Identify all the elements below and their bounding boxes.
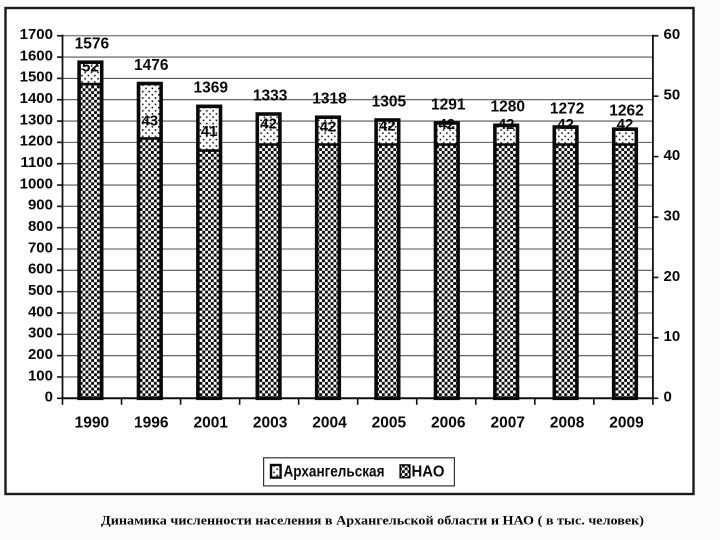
svg-text:1333: 1333 [253,87,288,104]
svg-text:41: 41 [201,123,218,140]
svg-text:1262: 1262 [609,103,643,120]
svg-text:500: 500 [28,282,53,299]
svg-text:1400: 1400 [20,90,53,107]
svg-text:1318: 1318 [312,91,347,108]
svg-text:2001: 2001 [193,415,228,432]
svg-text:200: 200 [28,346,53,363]
svg-text:0: 0 [664,389,672,406]
svg-text:700: 700 [28,239,53,256]
svg-text:Динамика численности населения: Динамика численности населения в Арханге… [101,512,644,527]
svg-text:42: 42 [379,118,396,135]
svg-text:42: 42 [320,118,337,135]
svg-text:400: 400 [28,303,53,320]
svg-text:2004: 2004 [312,415,347,432]
svg-text:2007: 2007 [490,415,524,432]
svg-text:300: 300 [28,325,53,342]
svg-text:1476: 1476 [134,57,169,74]
svg-text:1200: 1200 [20,133,53,150]
svg-text:1700: 1700 [20,26,53,43]
svg-text:60: 60 [664,26,681,43]
svg-text:900: 900 [28,197,53,214]
svg-text:1500: 1500 [20,69,53,86]
svg-text:30: 30 [664,207,681,224]
svg-text:1300: 1300 [20,111,53,128]
svg-text:42: 42 [260,115,277,132]
svg-text:1280: 1280 [490,99,524,116]
svg-text:1576: 1576 [75,36,110,53]
svg-text:43: 43 [141,112,158,129]
svg-text:2003: 2003 [253,415,288,432]
svg-text:600: 600 [28,261,53,278]
svg-text:1996: 1996 [134,415,169,432]
svg-text:1305: 1305 [372,93,407,110]
svg-text:1291: 1291 [431,96,466,113]
svg-text:НАО: НАО [412,463,445,480]
svg-text:1100: 1100 [20,154,53,171]
svg-text:10: 10 [664,328,681,345]
svg-text:800: 800 [28,218,53,235]
svg-text:20: 20 [664,268,681,285]
svg-text:0: 0 [45,389,53,406]
svg-text:1990: 1990 [75,415,109,432]
svg-text:2005: 2005 [372,415,407,432]
svg-text:1369: 1369 [193,80,228,97]
svg-text:1600: 1600 [20,47,53,64]
svg-text:Архангельская: Архангельская [284,463,385,480]
svg-text:2009: 2009 [609,415,644,432]
svg-text:2008: 2008 [550,415,585,432]
svg-text:2006: 2006 [431,415,466,432]
svg-text:100: 100 [28,367,53,384]
svg-text:40: 40 [664,147,681,164]
svg-text:42: 42 [557,116,574,133]
svg-text:50: 50 [664,86,681,103]
svg-text:1000: 1000 [20,175,53,192]
svg-text:1272: 1272 [550,100,584,117]
